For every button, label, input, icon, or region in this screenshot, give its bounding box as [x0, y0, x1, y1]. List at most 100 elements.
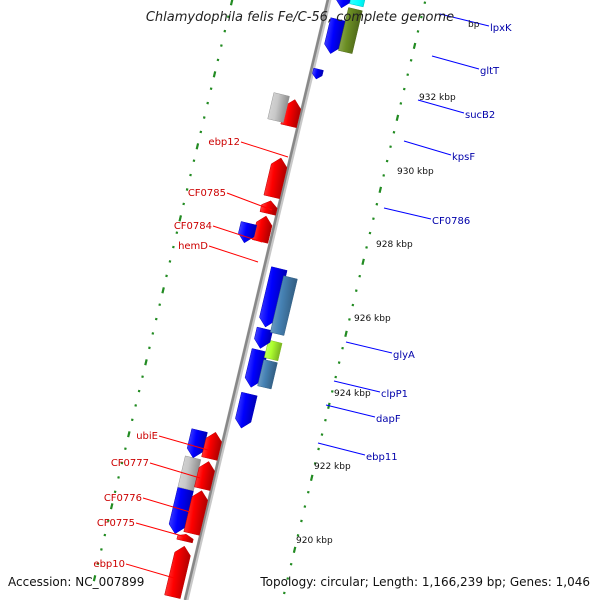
minor-tick	[420, 15, 423, 19]
scale-label-932-kbp: 932 kbp	[419, 93, 456, 103]
ebp10-gene	[164, 545, 191, 599]
leader-line-ebp10	[125, 563, 175, 579]
minor-tick	[313, 462, 317, 465]
minor-tick	[306, 490, 310, 494]
backbone-shadow	[183, 0, 332, 600]
leader-line-ebp12	[240, 141, 289, 158]
major-tick	[361, 258, 365, 266]
minor-tick	[382, 174, 386, 177]
gene-label-CF0785: CF0785	[188, 188, 226, 199]
minor-tick	[348, 318, 351, 321]
sucB2-gene	[336, 0, 352, 9]
clpP1-reverse-gene	[254, 326, 274, 349]
minor-tick	[189, 173, 192, 177]
minor-tick	[151, 332, 155, 335]
minor-tick	[165, 274, 168, 278]
minor-tick	[385, 159, 389, 163]
gene-label-CF0786: CF0786	[432, 216, 470, 227]
topology-text: Topology: circular; Length: 1,166,239 bp…	[260, 575, 590, 589]
scale-label-layer: 920 kbp 922 kbp 924 kbp 926 kbp 928 kbp 930 k…	[296, 20, 480, 546]
minor-tick	[148, 346, 151, 350]
leader-line-ebp11	[317, 442, 366, 456]
major-tick	[127, 431, 131, 438]
gene-label-ebp11: ebp11	[366, 452, 398, 463]
minor-tick	[416, 30, 420, 33]
gene-label-CF0775: CF0775	[97, 518, 135, 529]
minor-tick	[392, 130, 396, 134]
glyA-reverse-gene	[259, 266, 288, 328]
leader-line-CF0777	[149, 462, 201, 479]
scale-label-922-kbp: 922 kbp	[314, 462, 351, 472]
small-forward-gene	[176, 534, 194, 544]
minor-tick	[120, 461, 124, 465]
minor-tick	[337, 361, 341, 364]
scale-label-bp: bp	[468, 20, 480, 30]
minor-tick	[141, 375, 144, 378]
leader-line-CF0775	[135, 522, 187, 538]
gene-label-lpxK: lpxK	[490, 23, 512, 34]
leader-line-glyA	[345, 341, 393, 354]
gene-label-CF0777: CF0777	[111, 458, 149, 469]
CF0786-gene	[312, 67, 324, 80]
minor-tick	[406, 73, 410, 76]
minor-tick	[320, 433, 324, 436]
major-tick	[309, 474, 314, 481]
CF0776-gene	[177, 455, 202, 492]
minor-tick	[137, 389, 141, 393]
gene-label-CF0776: CF0776	[104, 493, 142, 504]
major-tick	[212, 71, 217, 78]
gene-label-hemD: hemD	[178, 241, 208, 252]
minor-tick	[192, 159, 196, 163]
dapF-gene	[257, 359, 278, 390]
gene-label-gltT: gltT	[480, 66, 500, 77]
leader-line-CF0784	[212, 225, 263, 243]
minor-tick	[223, 29, 227, 33]
minor-tick	[402, 87, 406, 91]
leader-line-ubiE	[158, 435, 209, 451]
leader-line-layer	[125, 13, 490, 579]
dapF-reverse-gene	[244, 348, 268, 388]
CF0775-forward-gene	[183, 490, 208, 536]
minor-tick	[96, 562, 100, 566]
minor-tick	[372, 217, 375, 220]
minor-tick	[226, 15, 230, 19]
minor-tick	[286, 577, 290, 580]
minor-tick	[289, 562, 293, 566]
minor-tick	[172, 245, 175, 249]
gene-label-sucB2: sucB2	[465, 110, 495, 121]
ebp12-gene	[267, 92, 290, 123]
leader-line-CF0776	[142, 497, 191, 513]
minor-tick	[334, 375, 338, 379]
gene-label-glyA: glyA	[393, 350, 415, 361]
gene-label-kpsF: kpsF	[452, 152, 475, 163]
minor-tick	[317, 447, 320, 451]
leader-line-gltT	[431, 55, 480, 70]
accession-text: Accession: NC_007899	[8, 575, 145, 589]
minor-tick	[206, 101, 209, 105]
minor-tick	[168, 260, 172, 263]
minor-tick	[154, 317, 158, 321]
minor-tick	[296, 534, 300, 537]
major-tick	[292, 546, 297, 553]
minor-tick	[117, 476, 120, 479]
minor-tick	[100, 548, 103, 551]
glyA-gene	[269, 275, 298, 336]
leader-line-CF0785	[226, 192, 273, 211]
gene-label-ebp12: ebp12	[208, 137, 240, 148]
minor-tick	[216, 58, 220, 62]
minor-tick	[389, 145, 392, 148]
major-tick	[378, 186, 383, 194]
ubiE-gene	[186, 428, 208, 459]
major-tick	[161, 287, 165, 294]
leader-line-lpxK	[439, 13, 490, 27]
feature-layer	[164, 0, 366, 599]
minor-tick	[368, 231, 372, 235]
gene-label-clpP1: clpP1	[381, 389, 408, 400]
CF0785-gene	[263, 157, 288, 200]
minor-tick	[202, 116, 206, 119]
major-tick	[229, 0, 234, 6]
minor-tick	[103, 533, 107, 537]
minor-tick	[158, 303, 162, 307]
